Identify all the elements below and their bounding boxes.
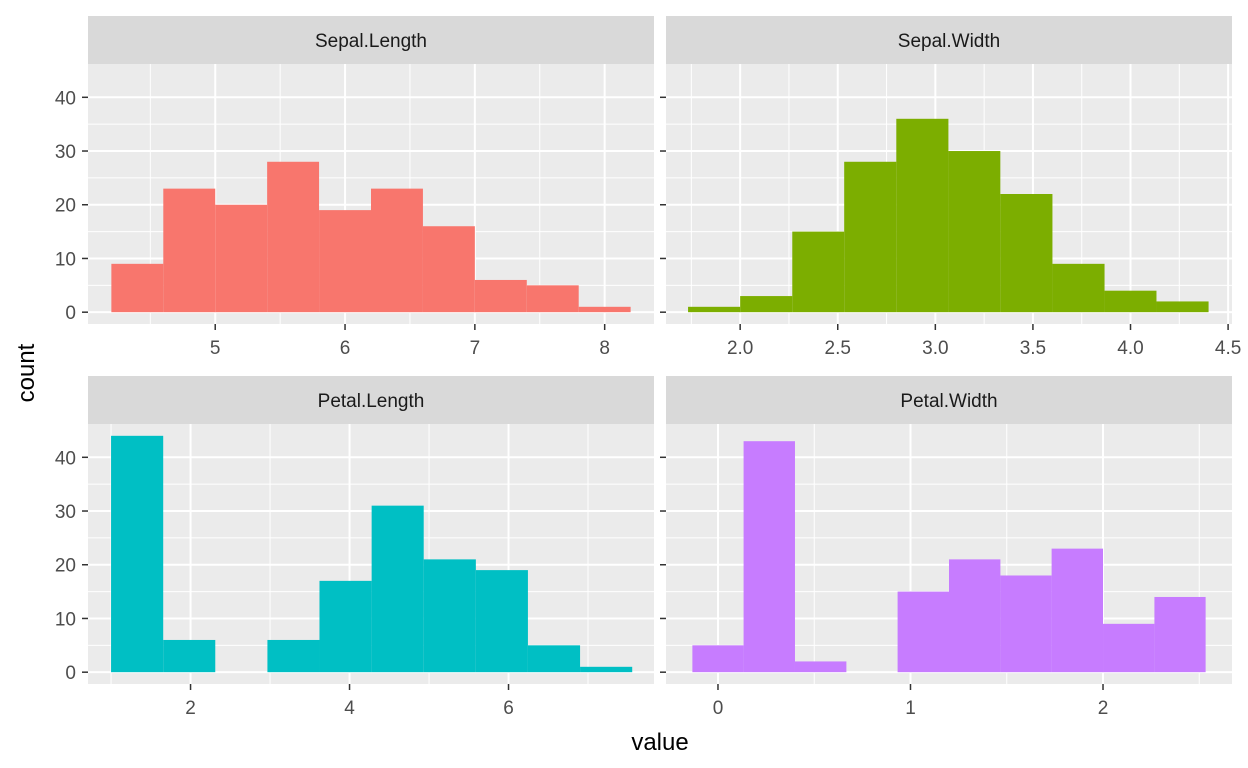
strip-petal-width — [666, 376, 1232, 424]
panel-petal-width: Petal.Width 0 1 2 — [660, 376, 1232, 719]
x-tick-label: 7 — [470, 338, 481, 359]
y-axis-sepal-width — [660, 96, 666, 313]
panel-sepal-width: Sepal.Width 2.0 2.5 3.0 3.5 4.0 4.5 — [660, 16, 1241, 359]
histogram-bar — [371, 188, 423, 313]
x-tick-label: 8 — [599, 338, 610, 359]
y-tick-label: 40 — [55, 88, 76, 109]
histogram-bar — [1104, 290, 1157, 313]
y-tick-label: 10 — [55, 249, 76, 270]
y-tick-label: 20 — [55, 556, 76, 577]
y-tick-label: 10 — [55, 609, 76, 630]
histogram-bar — [1103, 623, 1155, 673]
x-tick-label: 6 — [503, 698, 514, 719]
x-tick-label: 4.5 — [1215, 338, 1241, 359]
strip-label-petal-length: Petal.Length — [318, 391, 425, 412]
bars-petal-length — [111, 435, 633, 673]
histogram-bar — [527, 645, 581, 673]
histogram-bar — [163, 639, 216, 673]
strip-sepal-width — [666, 16, 1232, 64]
x-tick-label: 3.0 — [922, 338, 948, 359]
histogram-bar — [948, 151, 1001, 313]
histogram-bar — [319, 210, 371, 313]
x-tick-label: 2.5 — [825, 338, 851, 359]
y-tick-label: 30 — [55, 142, 76, 163]
y-axis-petal-length: 0 10 20 30 40 — [55, 448, 88, 684]
histogram-bar — [422, 226, 475, 313]
histogram-bar — [267, 161, 320, 313]
histogram-bar — [1052, 263, 1105, 313]
x-tick-label: 2 — [1098, 698, 1109, 719]
histogram-bar — [111, 435, 164, 673]
histogram-bar — [526, 285, 579, 313]
x-tick-label: 4 — [344, 698, 355, 719]
x-axis-sepal-length: 5 6 7 8 — [210, 324, 610, 359]
x-axis-petal-width: 0 1 2 — [713, 684, 1109, 719]
histogram-bar — [844, 161, 897, 313]
y-axis-petal-width — [660, 456, 666, 673]
histogram-bar — [1000, 575, 1052, 673]
histogram-bar — [740, 296, 793, 313]
histogram-bar — [163, 188, 216, 313]
histogram-bar — [267, 639, 320, 673]
histogram-bar — [578, 306, 631, 313]
x-axis-sepal-width: 2.0 2.5 3.0 3.5 4.0 4.5 — [727, 324, 1241, 359]
x-tick-label: 0 — [713, 698, 724, 719]
histogram-bar — [474, 279, 527, 313]
y-axis-title: count — [13, 343, 40, 402]
histogram-bar — [1051, 548, 1104, 673]
x-tick-label: 4.0 — [1117, 338, 1143, 359]
x-tick-label: 1 — [905, 698, 916, 719]
histogram-bar — [692, 645, 744, 673]
bars-sepal-width — [688, 118, 1209, 313]
x-tick-label: 3.5 — [1020, 338, 1046, 359]
bars-petal-width — [692, 441, 1206, 673]
histogram-bar — [215, 204, 268, 313]
histogram-bar — [371, 505, 424, 673]
strip-label-sepal-width: Sepal.Width — [898, 31, 1000, 52]
bars-sepal-length — [111, 161, 631, 313]
strip-label-sepal-length: Sepal.Length — [315, 31, 427, 52]
histogram-bar — [688, 306, 741, 313]
histogram-bar — [794, 661, 847, 673]
strip-label-petal-width: Petal.Width — [900, 391, 997, 412]
x-axis-petal-length: 2 4 6 — [185, 684, 514, 719]
y-axis-sepal-length: 0 10 20 30 40 — [55, 88, 88, 324]
histogram-bar — [423, 559, 476, 673]
strip-petal-length — [88, 376, 654, 424]
x-axis-title: value — [631, 729, 688, 756]
histogram-bar — [1000, 194, 1053, 313]
y-tick-label: 40 — [55, 448, 76, 469]
histogram-bar — [896, 118, 949, 313]
histogram-bar — [475, 570, 528, 673]
y-tick-label: 0 — [65, 303, 76, 324]
x-tick-label: 2.0 — [727, 338, 753, 359]
strip-sepal-length — [88, 16, 654, 64]
histogram-bar — [580, 666, 633, 673]
x-tick-label: 2 — [185, 698, 196, 719]
histogram-bar — [949, 559, 1001, 673]
histogram-bar — [897, 591, 949, 673]
histogram-bar — [319, 580, 372, 673]
panel-sepal-length: Sepal.Length 5 6 7 8 0 10 20 30 40 — [55, 16, 654, 359]
y-tick-label: 30 — [55, 502, 76, 523]
histogram-bar — [111, 263, 164, 313]
x-tick-label: 5 — [210, 338, 221, 359]
x-tick-label: 6 — [340, 338, 351, 359]
y-tick-label: 20 — [55, 196, 76, 217]
histogram-bar — [792, 231, 845, 313]
y-tick-label: 0 — [65, 663, 76, 684]
histogram-bar — [1156, 301, 1209, 313]
histogram-bar — [1154, 596, 1206, 673]
panel-petal-length: Petal.Length 2 4 6 0 10 20 30 40 — [55, 376, 654, 719]
histogram-bar — [743, 441, 795, 673]
